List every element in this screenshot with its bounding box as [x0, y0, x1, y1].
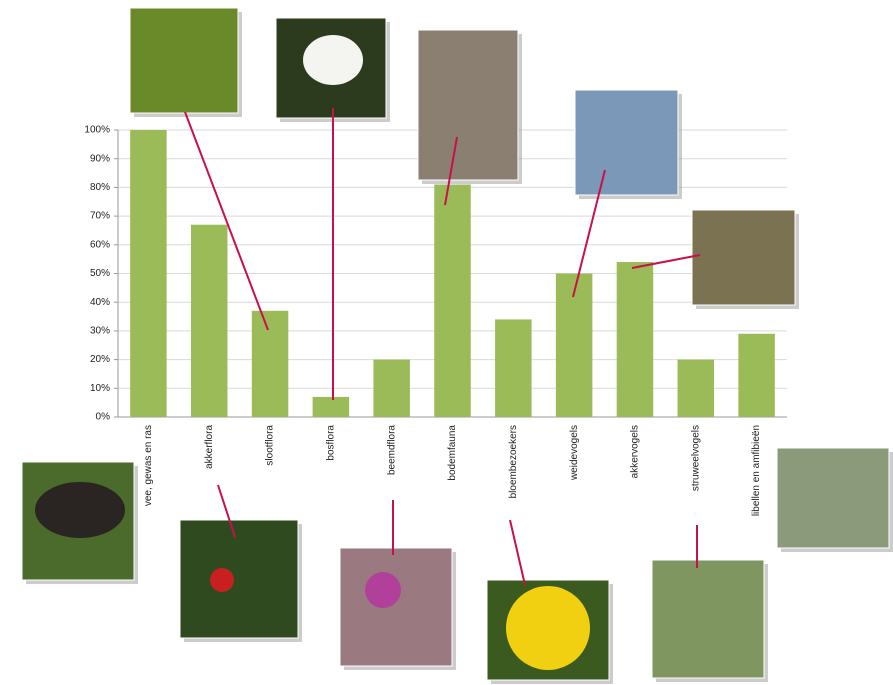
photo-detail — [365, 572, 401, 608]
y-tick-label: 60% — [90, 239, 110, 250]
photo-detail — [210, 568, 234, 592]
y-tick-label: 30% — [90, 326, 110, 337]
bar — [617, 262, 653, 417]
connector — [632, 255, 700, 268]
x-tick-label: bloembezoekers — [508, 425, 519, 498]
y-tick-label: 40% — [90, 297, 110, 308]
bar — [373, 360, 409, 417]
photo-detail — [303, 35, 363, 85]
bar — [191, 225, 227, 417]
y-tick-label: 100% — [84, 125, 110, 136]
connector — [510, 520, 525, 585]
bar — [313, 397, 349, 417]
x-tick-label: libellen en amfibieën — [751, 425, 762, 516]
x-tick-label: bodemfauna — [447, 425, 458, 481]
x-tick-label: struweelvogels — [690, 425, 701, 491]
chart: 0% 10% 20% 30% 40% 50% 60% 70% 80% 90% 100% vee, ge… — [0, 0, 893, 685]
x-tick-label: akkerflora — [204, 425, 215, 469]
photo — [180, 520, 298, 638]
photo — [692, 210, 795, 305]
x-tick-label: vee, gewas en ras — [143, 425, 154, 506]
y-tick-label: 70% — [90, 211, 110, 222]
y-tick-label: 20% — [90, 354, 110, 365]
photo — [652, 560, 764, 678]
x-tick-label: weidevogels — [569, 425, 580, 481]
photo — [130, 8, 238, 113]
photo — [418, 30, 518, 180]
photo — [777, 448, 889, 548]
x-tick-label: slootflora — [265, 425, 276, 466]
bar — [738, 334, 774, 417]
photo-detail — [35, 482, 125, 538]
bar — [434, 185, 470, 417]
photo — [575, 90, 678, 195]
y-tick-label: 10% — [90, 383, 110, 394]
bar — [495, 319, 531, 417]
photo — [340, 548, 452, 666]
x-tick-label: akkervogels — [630, 425, 641, 478]
y-tick-label: 90% — [90, 153, 110, 164]
y-tick-label: 0% — [96, 412, 111, 423]
x-tick-label: bosflora — [326, 425, 337, 461]
bar — [678, 360, 714, 417]
y-tick-label: 80% — [90, 182, 110, 193]
bar — [130, 130, 166, 417]
bar — [252, 311, 288, 417]
photo-detail — [506, 586, 590, 670]
x-tick-label: beemdflora — [386, 425, 397, 475]
y-tick-label: 50% — [90, 268, 110, 279]
